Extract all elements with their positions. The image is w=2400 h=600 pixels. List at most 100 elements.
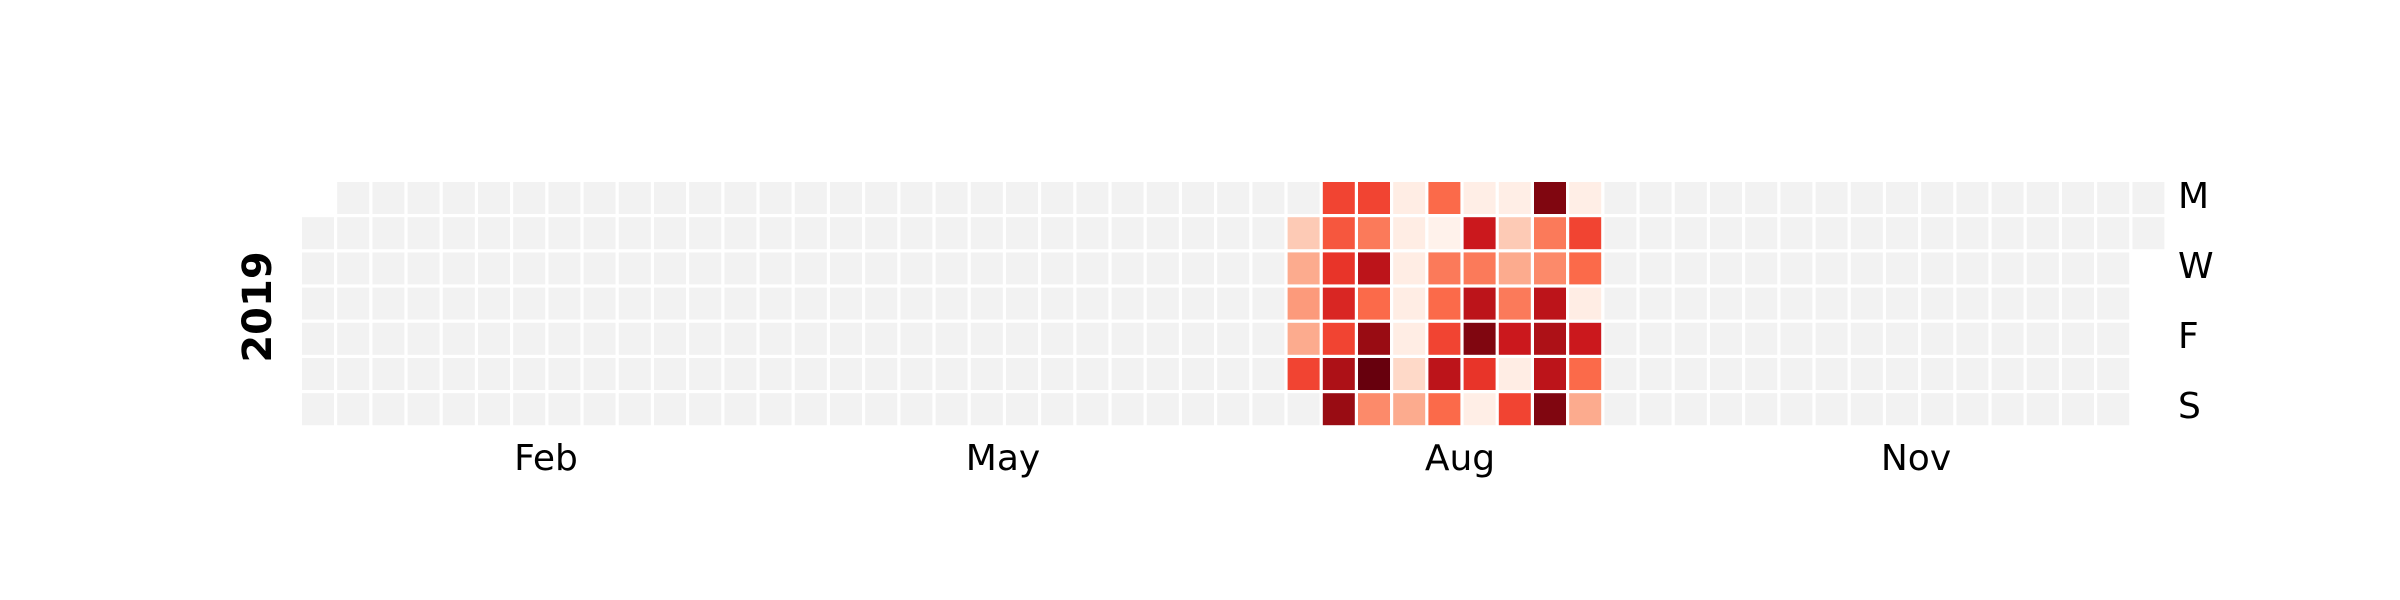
heatmap-cell <box>900 322 933 355</box>
heatmap-cell <box>1991 252 2024 285</box>
heatmap-cell <box>1041 217 1074 250</box>
heatmap-cell <box>1217 217 1250 250</box>
heatmap-cell <box>1217 322 1250 355</box>
heatmap-cell <box>1111 358 1144 390</box>
heatmap-cell <box>1287 252 1320 285</box>
heatmap-cell <box>1674 287 1707 320</box>
heatmap-cell <box>442 287 475 320</box>
heatmap-cell <box>1428 322 1461 355</box>
heatmap-cell <box>1674 393 1707 426</box>
heatmap-cell <box>1921 287 1954 320</box>
heatmap-cell <box>2026 182 2059 214</box>
heatmap-cell <box>372 252 405 285</box>
heatmap-cell <box>442 322 475 355</box>
heatmap-cell <box>1710 322 1742 355</box>
heatmap-cell <box>759 252 792 285</box>
heatmap-cell <box>1498 287 1531 320</box>
weekday-tick-label: W <box>2178 246 2214 287</box>
heatmap-cell <box>1569 322 1602 355</box>
heatmap-cell <box>1780 252 1813 285</box>
heatmap-cell <box>442 358 475 390</box>
heatmap-cell <box>1850 393 1883 426</box>
heatmap-cell <box>724 252 757 285</box>
heatmap-cell <box>1358 252 1390 285</box>
heatmap-cell <box>1850 322 1883 355</box>
heatmap-cell <box>1745 393 1778 426</box>
heatmap-cell <box>689 358 722 390</box>
heatmap-cell <box>2062 217 2094 250</box>
heatmap-cell <box>2097 393 2130 426</box>
heatmap-cell <box>618 322 651 355</box>
heatmap-cell <box>1886 217 1918 250</box>
heatmap-cell <box>1956 182 1989 214</box>
heatmap-cell <box>900 358 933 390</box>
heatmap-cell <box>2132 182 2165 214</box>
heatmap-cell <box>1498 217 1531 250</box>
heatmap-cell <box>1076 322 1109 355</box>
heatmap-cell <box>548 252 581 285</box>
heatmap-cell <box>372 393 405 426</box>
heatmap-cell <box>2026 358 2059 390</box>
heatmap-cell <box>689 252 722 285</box>
heatmap-cell <box>2062 358 2094 390</box>
heatmap-cell <box>618 217 651 250</box>
heatmap-cell <box>935 182 968 214</box>
heatmap-cell <box>794 287 827 320</box>
heatmap-cell <box>1006 287 1038 320</box>
heatmap-cell <box>970 287 1003 320</box>
heatmap-cell <box>1076 252 1109 285</box>
heatmap-cell <box>407 287 440 320</box>
heatmap-cell <box>1604 287 1637 320</box>
heatmap-cell <box>1498 358 1531 390</box>
heatmap-cell <box>2062 322 2094 355</box>
heatmap-cell <box>1710 358 1742 390</box>
heatmap-cell <box>724 358 757 390</box>
heatmap-cell <box>794 322 827 355</box>
heatmap-cell <box>1921 393 1954 426</box>
heatmap-cell <box>1393 358 1426 390</box>
heatmap-cell <box>1322 393 1355 426</box>
heatmap-cell <box>1534 287 1566 320</box>
heatmap-cell <box>1674 252 1707 285</box>
heatmap-cell <box>1674 182 1707 214</box>
heatmap-cell <box>830 217 862 250</box>
heatmap-cell <box>372 182 405 214</box>
heatmap-cell <box>654 393 686 426</box>
heatmap-cell <box>970 182 1003 214</box>
heatmap-cell <box>759 287 792 320</box>
heatmap-cell <box>830 182 862 214</box>
heatmap-cell <box>689 393 722 426</box>
heatmap-cell <box>1780 393 1813 426</box>
weekday-tick-label: M <box>2178 176 2209 217</box>
month-tick-label: Aug <box>1425 438 1495 479</box>
heatmap-cell <box>1463 252 1496 285</box>
heatmap-cell <box>1921 252 1954 285</box>
heatmap-cell <box>970 358 1003 390</box>
heatmap-cell <box>2132 217 2165 250</box>
heatmap-cell <box>1111 182 1144 214</box>
heatmap-cell <box>1146 182 1179 214</box>
heatmap-cell <box>1217 287 1250 320</box>
heatmap-cell <box>1639 252 1672 285</box>
heatmap-cell <box>1604 252 1637 285</box>
heatmap-cell <box>513 393 546 426</box>
heatmap-cell <box>1886 182 1918 214</box>
heatmap-cell <box>1393 322 1426 355</box>
heatmap-cell <box>1252 393 1285 426</box>
heatmap-cell <box>1745 182 1778 214</box>
heatmap-cell <box>1182 322 1214 355</box>
heatmap-cell <box>1217 393 1250 426</box>
heatmap-cell <box>1780 182 1813 214</box>
heatmap-cell <box>583 393 616 426</box>
heatmap-cell <box>1534 322 1566 355</box>
heatmap-cell <box>1921 182 1954 214</box>
heatmap-cell <box>302 322 334 355</box>
month-tick-label: Feb <box>514 438 578 479</box>
heatmap-cell <box>1639 322 1672 355</box>
heatmap-cell <box>618 393 651 426</box>
heatmap-cell <box>970 252 1003 285</box>
heatmap-cell <box>1534 358 1566 390</box>
heatmap-cell <box>1463 322 1496 355</box>
heatmap-cell <box>654 252 686 285</box>
